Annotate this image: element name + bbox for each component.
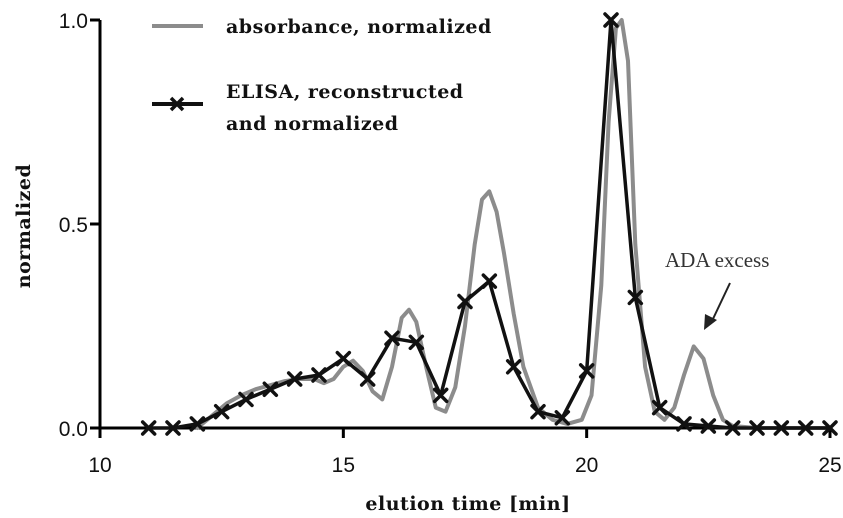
y-axis-title: normalized xyxy=(13,164,35,289)
y-tick-label: 0.5 xyxy=(59,214,88,237)
elisa-point xyxy=(797,420,814,436)
elisa-point xyxy=(457,293,473,310)
elisa-point xyxy=(603,12,619,28)
elisa-point xyxy=(749,420,765,436)
annotation-arrowhead xyxy=(704,314,717,330)
x-tick-label: 15 xyxy=(332,454,355,477)
elisa-point xyxy=(335,350,352,367)
elisa-point xyxy=(384,330,400,346)
tick-labels: 10 15 20 25 0.0 0.5 1.0 xyxy=(59,10,842,477)
legend-absorbance-label: absorbance, normalized xyxy=(226,16,492,38)
elisa-point xyxy=(505,359,522,375)
elisa-point xyxy=(432,387,449,404)
elisa-point xyxy=(676,416,692,432)
elisa-point xyxy=(140,420,157,436)
annotation-ada-excess: ADA excess xyxy=(665,248,769,330)
elisa-point xyxy=(724,420,741,436)
legend-elisa-label: ELISA, reconstructed and normalized xyxy=(226,81,471,135)
elisa-point xyxy=(286,371,303,387)
x-axis-title: elution time [min] xyxy=(365,493,570,515)
elisa-point xyxy=(311,367,327,383)
elisa-point xyxy=(530,403,546,420)
elisa-point xyxy=(238,391,254,408)
elisa-point xyxy=(359,371,376,387)
elisa-point xyxy=(481,273,498,289)
elisa-point xyxy=(262,381,279,397)
legend-elisa-marker xyxy=(169,96,185,112)
elisa-point xyxy=(213,403,230,420)
annotation-text: ADA excess xyxy=(665,248,769,272)
y-tick-label: 1.0 xyxy=(59,10,88,33)
x-tick-label: 10 xyxy=(88,454,111,477)
legend-elisa-label-line1: ELISA, reconstructed xyxy=(226,81,464,103)
x-tick-label: 20 xyxy=(575,454,598,477)
y-tick-label: 0.0 xyxy=(59,418,88,441)
series-layer xyxy=(140,12,838,436)
elisa-point xyxy=(773,420,790,436)
elisa-point xyxy=(700,418,717,434)
elisa-point xyxy=(408,334,425,351)
elisa-point xyxy=(554,410,571,426)
x-tick-label: 25 xyxy=(818,454,841,477)
legend: absorbance, normalized ELISA, reconstruc… xyxy=(152,16,492,135)
elisa-point xyxy=(189,416,206,432)
annotation-arrow-shaft xyxy=(711,282,731,322)
elisa-point xyxy=(165,420,181,436)
elisa-point xyxy=(627,289,644,306)
elisa-point xyxy=(822,420,838,436)
elisa-point xyxy=(578,363,595,379)
legend-elisa-label-line2: and normalized xyxy=(226,113,399,135)
elisa-point xyxy=(651,399,668,416)
